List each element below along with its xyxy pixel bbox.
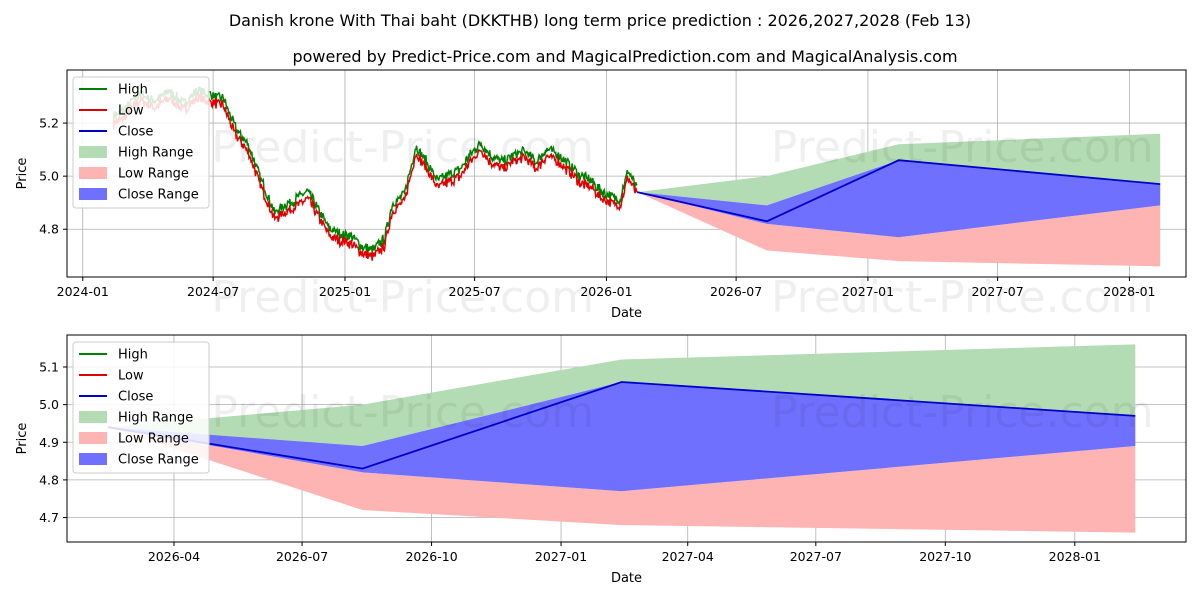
- y-tick-label: 4.8: [39, 472, 59, 487]
- legend-patch-swatch: [79, 453, 107, 465]
- x-tick-label: 2026-07: [710, 284, 762, 299]
- legend-label: High Range: [118, 146, 193, 161]
- close-range-band: [637, 160, 1161, 238]
- x-tick-label: 2028-01: [1049, 549, 1101, 564]
- x-tick-label: 2027-01: [535, 549, 587, 564]
- y-tick-label: 5.0: [39, 397, 59, 412]
- legend-label: Close: [118, 390, 153, 405]
- x-tick-label: 2026-01: [580, 284, 632, 299]
- watermark-text: Predict-Price.com: [771, 387, 1154, 438]
- legend-label: Low Range: [118, 432, 189, 447]
- x-tick-label: 2028-01: [1103, 284, 1155, 299]
- legend-label: Close Range: [118, 188, 199, 203]
- bottom-panel: Predict-Price.com Predict-Price.com 2026-0…: [15, 334, 1187, 586]
- top-panel: Predict-Price.com Predict-Price.com Predic…: [15, 69, 1187, 323]
- y-tick-label: 4.7: [39, 510, 59, 525]
- watermark-text: Predict-Price.com: [211, 122, 594, 173]
- x-tick-label: 2027-07: [790, 549, 842, 564]
- legend-label: Low: [118, 369, 144, 384]
- x-tick-label: 2024-01: [57, 284, 109, 299]
- x-tick-label: 2025-07: [449, 284, 501, 299]
- plot-area: [67, 70, 1186, 277]
- chart-title: Danish krone With Thai baht (DKKTHB) lon…: [229, 11, 971, 30]
- x-tick-label: 2024-07: [187, 284, 239, 299]
- x-tick-label: 2027-04: [662, 549, 714, 564]
- y-tick-label: 5.0: [39, 169, 59, 184]
- high-range-band: [637, 133, 1161, 206]
- legend: High Low Close High Range Low Range Close Ran…: [72, 341, 210, 474]
- x-tick-label: 2027-07: [971, 284, 1023, 299]
- watermark-text: Predict-Price.com: [211, 272, 594, 323]
- axes-frame: [66, 69, 1187, 278]
- axes-frame: [66, 334, 1187, 543]
- watermark-text: Predict-Price.com: [771, 272, 1154, 323]
- y-tick-label: 4.9: [39, 435, 59, 450]
- watermark-text: Predict-Price.com: [211, 387, 594, 438]
- legend-label: Low: [118, 104, 144, 119]
- plot-area: [67, 335, 1186, 542]
- close-forecast-line: [637, 159, 1161, 223]
- low-range-band: [637, 192, 1161, 267]
- legend-label: High: [118, 348, 148, 363]
- legend-label: Close Range: [118, 453, 199, 468]
- high-range-band: [107, 344, 1136, 447]
- close-forecast-line: [107, 381, 1136, 470]
- legend-patch-swatch: [79, 432, 107, 444]
- x-tick-label: 2026-10: [405, 549, 457, 564]
- legend-patch-swatch: [79, 146, 107, 158]
- legend-label: Low Range: [118, 167, 189, 182]
- x-tick-label: 2027-10: [919, 549, 971, 564]
- close-range-band: [107, 382, 1136, 492]
- x-tick-label: 2026-04: [148, 549, 200, 564]
- watermark-text: Predict-Price.com: [771, 122, 1154, 173]
- legend-patch-swatch: [79, 411, 107, 423]
- y-tick-label: 5.1: [39, 359, 59, 374]
- x-tick-label: 2025-01: [319, 284, 371, 299]
- x-tick-label: 2027-01: [842, 284, 894, 299]
- x-tick-label: 2026-07: [276, 549, 328, 564]
- y-tick-label: 5.2: [39, 116, 59, 131]
- low-range-band: [107, 427, 1136, 533]
- y-axis-label: Price: [15, 158, 30, 190]
- legend: High Low Close High Range Low Range Close Ran…: [72, 76, 210, 209]
- chart-subtitle: powered by Predict-Price.com and Magical…: [292, 47, 957, 66]
- legend-patch-swatch: [79, 167, 107, 179]
- legend-label: Close: [118, 125, 153, 140]
- legend-patch-swatch: [79, 188, 107, 200]
- legend-label: High Range: [118, 411, 193, 426]
- x-axis-label: Date: [611, 306, 642, 321]
- y-axis-label: Price: [15, 423, 30, 455]
- legend-label: High: [118, 83, 148, 98]
- y-tick-label: 4.8: [39, 222, 59, 237]
- x-axis-label: Date: [611, 571, 642, 586]
